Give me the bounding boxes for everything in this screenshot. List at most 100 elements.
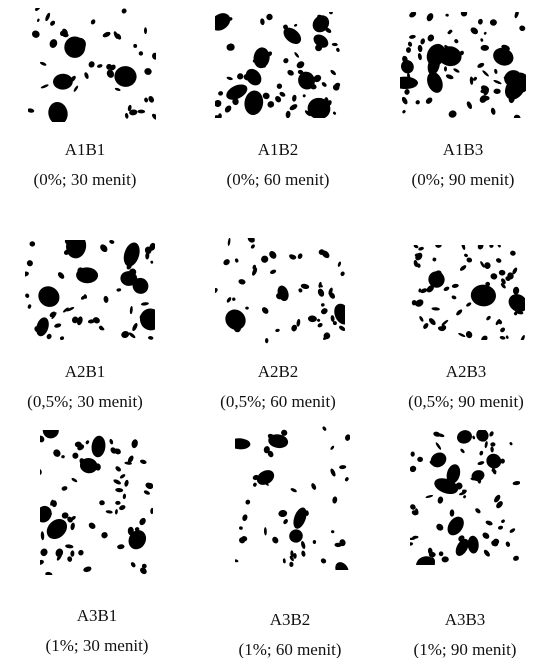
blob [465,330,473,339]
blob [294,51,300,58]
blob [480,334,489,340]
blob [472,435,476,439]
blob [122,493,126,499]
blob [477,460,485,465]
blob [425,96,434,105]
panel-label: A1B1 [0,140,185,160]
blob [301,550,306,557]
blob [245,306,249,309]
blob [124,479,129,487]
blob [218,113,222,118]
panel-label: A2B1 [0,362,185,382]
blob [238,278,246,285]
panel-label: A1B2 [178,140,378,160]
binary-image [400,12,526,118]
blob [485,315,491,321]
blob [450,509,455,516]
blob [138,51,144,57]
blob [480,38,484,42]
blob [25,293,30,299]
blob [282,518,289,525]
blob [477,62,486,69]
blob [97,64,103,69]
panel-caption: (0%; 30 menit) [0,170,185,190]
blob [48,38,58,49]
blob [317,322,324,328]
blob [144,97,149,103]
blob [144,27,147,34]
blob [466,101,474,110]
blob [26,259,34,267]
panel-caption: (0%; 60 menit) [178,170,378,190]
blob [483,31,487,35]
blob [418,315,424,322]
blob [437,496,444,504]
binary-image [215,238,345,345]
panel-label: A2B3 [366,362,551,382]
blob [40,559,45,566]
blob [302,94,306,98]
blob [276,284,291,302]
blob [406,47,411,53]
panel-caption: (1%; 60 menit) [190,640,390,658]
blob [481,531,490,540]
blob [294,23,298,27]
blob [441,319,449,326]
blob [452,283,460,288]
blob [428,449,449,470]
blob [410,542,413,546]
blob [460,12,468,17]
blob [330,69,337,76]
blob [91,435,107,458]
blob [31,29,41,39]
blob [428,317,437,326]
blob [147,95,155,104]
blob [298,288,303,293]
blob [46,100,70,122]
blob [431,307,440,311]
blob [408,12,417,19]
blob [497,245,502,248]
panel-caption: (0,5%; 90 menit) [366,392,551,412]
blob [283,558,286,563]
blob [322,426,327,432]
blob [297,253,304,260]
blob [289,562,293,567]
blob [114,465,122,472]
blob [215,12,234,34]
blob [138,517,147,527]
blob [482,70,490,78]
blob [109,438,114,444]
blob [493,89,500,95]
blob [40,547,49,557]
panel-caption: (0,5%; 60 menit) [178,392,378,412]
panel-label: A3B1 [0,606,197,626]
blob [435,442,442,451]
binary-image [215,12,341,118]
blob [344,476,349,482]
blob [226,296,232,303]
blob [293,553,297,559]
binary-image [410,430,520,565]
blob [300,283,309,290]
blob [340,271,345,277]
blob [463,253,468,258]
blob [118,504,126,511]
blob [115,509,119,515]
blob [331,530,335,533]
blob [25,271,30,278]
blob [500,519,505,524]
blob [71,477,78,483]
blob [276,83,282,89]
blob [264,527,267,535]
blob [121,240,142,268]
blob [499,327,506,334]
figure: A1B1(0%; 30 menit)A1B2(0%; 60 menit)A1B3… [0,0,551,658]
blob [505,335,508,339]
blob [99,500,105,505]
blob [262,92,271,100]
blob [477,18,483,25]
blob [493,79,502,85]
blob [106,510,113,514]
blob [115,501,120,505]
